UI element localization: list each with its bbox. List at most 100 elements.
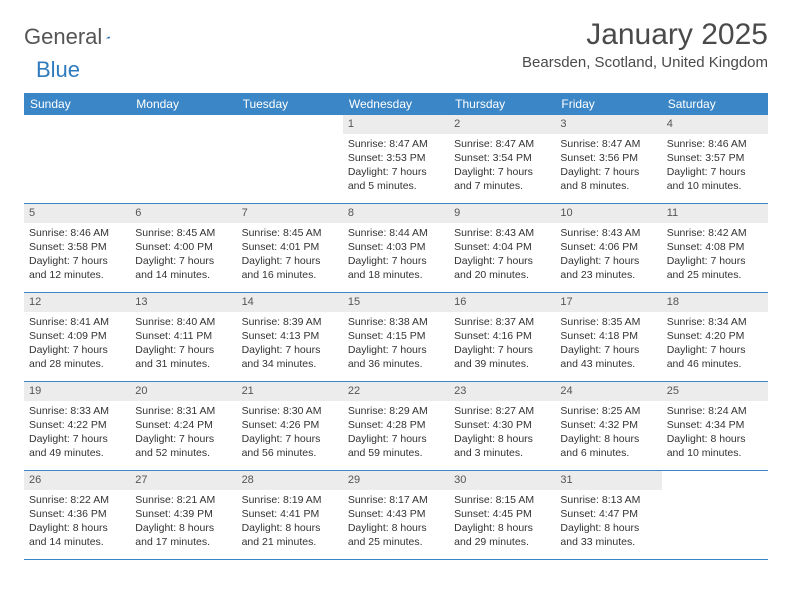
- sunset-text: Sunset: 4:00 PM: [135, 240, 231, 254]
- daylight-text: Daylight: 7 hours and 36 minutes.: [348, 343, 444, 371]
- day-number: 26: [24, 471, 130, 490]
- day-number: 18: [662, 293, 768, 312]
- sunrise-text: Sunrise: 8:27 AM: [454, 404, 550, 418]
- location-label: Bearsden, Scotland, United Kingdom: [522, 54, 768, 71]
- daylight-text: Daylight: 7 hours and 49 minutes.: [29, 432, 125, 460]
- day-cell-body: Sunrise: 8:21 AMSunset: 4:39 PMDaylight:…: [130, 492, 236, 555]
- day-cell-body: Sunrise: 8:39 AMSunset: 4:13 PMDaylight:…: [237, 314, 343, 377]
- day-cell: [24, 115, 130, 203]
- day-cell: 20Sunrise: 8:31 AMSunset: 4:24 PMDayligh…: [130, 382, 236, 470]
- sunrise-text: Sunrise: 8:45 AM: [135, 226, 231, 240]
- logo-triangle-icon: [106, 28, 110, 46]
- sunrise-text: Sunrise: 8:47 AM: [560, 137, 656, 151]
- day-cell: 21Sunrise: 8:30 AMSunset: 4:26 PMDayligh…: [237, 382, 343, 470]
- sunrise-text: Sunrise: 8:45 AM: [242, 226, 338, 240]
- day-cell-body: Sunrise: 8:24 AMSunset: 4:34 PMDaylight:…: [662, 403, 768, 466]
- sunrise-text: Sunrise: 8:42 AM: [667, 226, 763, 240]
- daylight-text: Daylight: 7 hours and 12 minutes.: [29, 254, 125, 282]
- sunrise-text: Sunrise: 8:25 AM: [560, 404, 656, 418]
- sunrise-text: Sunrise: 8:19 AM: [242, 493, 338, 507]
- day-cell-body: Sunrise: 8:44 AMSunset: 4:03 PMDaylight:…: [343, 225, 449, 288]
- daylight-text: Daylight: 7 hours and 20 minutes.: [454, 254, 550, 282]
- day-cell: 29Sunrise: 8:17 AMSunset: 4:43 PMDayligh…: [343, 471, 449, 559]
- sunset-text: Sunset: 4:26 PM: [242, 418, 338, 432]
- sunset-text: Sunset: 4:24 PM: [135, 418, 231, 432]
- sunset-text: Sunset: 3:57 PM: [667, 151, 763, 165]
- day-cell-body: Sunrise: 8:27 AMSunset: 4:30 PMDaylight:…: [449, 403, 555, 466]
- sunset-text: Sunset: 3:58 PM: [29, 240, 125, 254]
- day-cell: 13Sunrise: 8:40 AMSunset: 4:11 PMDayligh…: [130, 293, 236, 381]
- sunset-text: Sunset: 4:04 PM: [454, 240, 550, 254]
- day-cell-body: Sunrise: 8:37 AMSunset: 4:16 PMDaylight:…: [449, 314, 555, 377]
- day-cell-body: Sunrise: 8:43 AMSunset: 4:06 PMDaylight:…: [555, 225, 661, 288]
- sunrise-text: Sunrise: 8:21 AM: [135, 493, 231, 507]
- sunrise-text: Sunrise: 8:33 AM: [29, 404, 125, 418]
- day-number: 15: [343, 293, 449, 312]
- day-cell: 15Sunrise: 8:38 AMSunset: 4:15 PMDayligh…: [343, 293, 449, 381]
- day-number: 28: [237, 471, 343, 490]
- sunrise-text: Sunrise: 8:40 AM: [135, 315, 231, 329]
- logo-word-2: Blue: [36, 57, 80, 83]
- day-header-sat: Saturday: [662, 93, 768, 115]
- week-row: 12Sunrise: 8:41 AMSunset: 4:09 PMDayligh…: [24, 293, 768, 382]
- sunrise-text: Sunrise: 8:39 AM: [242, 315, 338, 329]
- daylight-text: Daylight: 7 hours and 18 minutes.: [348, 254, 444, 282]
- day-cell-body: Sunrise: 8:40 AMSunset: 4:11 PMDaylight:…: [130, 314, 236, 377]
- calendar-page: General January 2025 Bearsden, Scotland,…: [0, 0, 792, 578]
- daylight-text: Daylight: 7 hours and 16 minutes.: [242, 254, 338, 282]
- daylight-text: Daylight: 7 hours and 14 minutes.: [135, 254, 231, 282]
- sunset-text: Sunset: 4:34 PM: [667, 418, 763, 432]
- sunset-text: Sunset: 4:15 PM: [348, 329, 444, 343]
- day-cell: 25Sunrise: 8:24 AMSunset: 4:34 PMDayligh…: [662, 382, 768, 470]
- day-number: 20: [130, 382, 236, 401]
- month-title: January 2025: [522, 18, 768, 52]
- day-number: 9: [449, 204, 555, 223]
- day-header-mon: Monday: [130, 93, 236, 115]
- day-cell: 4Sunrise: 8:46 AMSunset: 3:57 PMDaylight…: [662, 115, 768, 203]
- day-number: 3: [555, 115, 661, 134]
- day-cell-body: Sunrise: 8:46 AMSunset: 3:58 PMDaylight:…: [24, 225, 130, 288]
- daylight-text: Daylight: 7 hours and 8 minutes.: [560, 165, 656, 193]
- day-cell: 5Sunrise: 8:46 AMSunset: 3:58 PMDaylight…: [24, 204, 130, 292]
- day-cell-body: Sunrise: 8:25 AMSunset: 4:32 PMDaylight:…: [555, 403, 661, 466]
- daylight-text: Daylight: 7 hours and 28 minutes.: [29, 343, 125, 371]
- sunset-text: Sunset: 4:08 PM: [667, 240, 763, 254]
- day-cell-body: Sunrise: 8:45 AMSunset: 4:00 PMDaylight:…: [130, 225, 236, 288]
- day-cell-body: Sunrise: 8:30 AMSunset: 4:26 PMDaylight:…: [237, 403, 343, 466]
- day-cell: 3Sunrise: 8:47 AMSunset: 3:56 PMDaylight…: [555, 115, 661, 203]
- day-cell-body: Sunrise: 8:34 AMSunset: 4:20 PMDaylight:…: [662, 314, 768, 377]
- sunrise-text: Sunrise: 8:43 AM: [454, 226, 550, 240]
- week-row: 1 Sunrise: 8:47 AM Sunset: 3:53 PM Daylight…: [24, 115, 768, 204]
- sunrise-text: Sunrise: 8:35 AM: [560, 315, 656, 329]
- sunset-text: Sunset: 4:36 PM: [29, 507, 125, 521]
- sunset-text: Sunset: 4:09 PM: [29, 329, 125, 343]
- day-header-row: Sunday Monday Tuesday Wednesday Thursday…: [24, 93, 768, 115]
- daylight-text: Daylight: 8 hours and 29 minutes.: [454, 521, 550, 549]
- day-cell: 27Sunrise: 8:21 AMSunset: 4:39 PMDayligh…: [130, 471, 236, 559]
- day-cell-body: Sunrise: 8:41 AMSunset: 4:09 PMDaylight:…: [24, 314, 130, 377]
- sunrise-text: Sunrise: 8:22 AM: [29, 493, 125, 507]
- sunrise-text: Sunrise: 8:44 AM: [348, 226, 444, 240]
- daylight-text: Daylight: 7 hours and 59 minutes.: [348, 432, 444, 460]
- day-number: 17: [555, 293, 661, 312]
- sunrise-text: Sunrise: 8:41 AM: [29, 315, 125, 329]
- day-cell-body: Sunrise: 8:47 AMSunset: 3:54 PMDaylight:…: [449, 136, 555, 199]
- day-cell: 23Sunrise: 8:27 AMSunset: 4:30 PMDayligh…: [449, 382, 555, 470]
- day-cell: 31Sunrise: 8:13 AMSunset: 4:47 PMDayligh…: [555, 471, 661, 559]
- day-cell-body: Sunrise: 8:46 AMSunset: 3:57 PMDaylight:…: [662, 136, 768, 199]
- day-number: 22: [343, 382, 449, 401]
- sunset-text: Sunset: 3:53 PM: [348, 151, 444, 165]
- sunrise-text: Sunrise: 8:37 AM: [454, 315, 550, 329]
- day-cell-body: Sunrise: 8:19 AMSunset: 4:41 PMDaylight:…: [237, 492, 343, 555]
- sunset-text: Sunset: 4:47 PM: [560, 507, 656, 521]
- sunset-text: Sunset: 4:22 PM: [29, 418, 125, 432]
- daylight-text: Daylight: 8 hours and 21 minutes.: [242, 521, 338, 549]
- title-block: January 2025 Bearsden, Scotland, United …: [522, 18, 768, 71]
- day-cell: 19Sunrise: 8:33 AMSunset: 4:22 PMDayligh…: [24, 382, 130, 470]
- day-cell-body: Sunrise: 8:33 AMSunset: 4:22 PMDaylight:…: [24, 403, 130, 466]
- daylight-text: Daylight: 8 hours and 25 minutes.: [348, 521, 444, 549]
- sunset-text: Sunset: 4:43 PM: [348, 507, 444, 521]
- day-number: 29: [343, 471, 449, 490]
- day-number: 1: [343, 115, 449, 134]
- daylight-text: Daylight: 8 hours and 17 minutes.: [135, 521, 231, 549]
